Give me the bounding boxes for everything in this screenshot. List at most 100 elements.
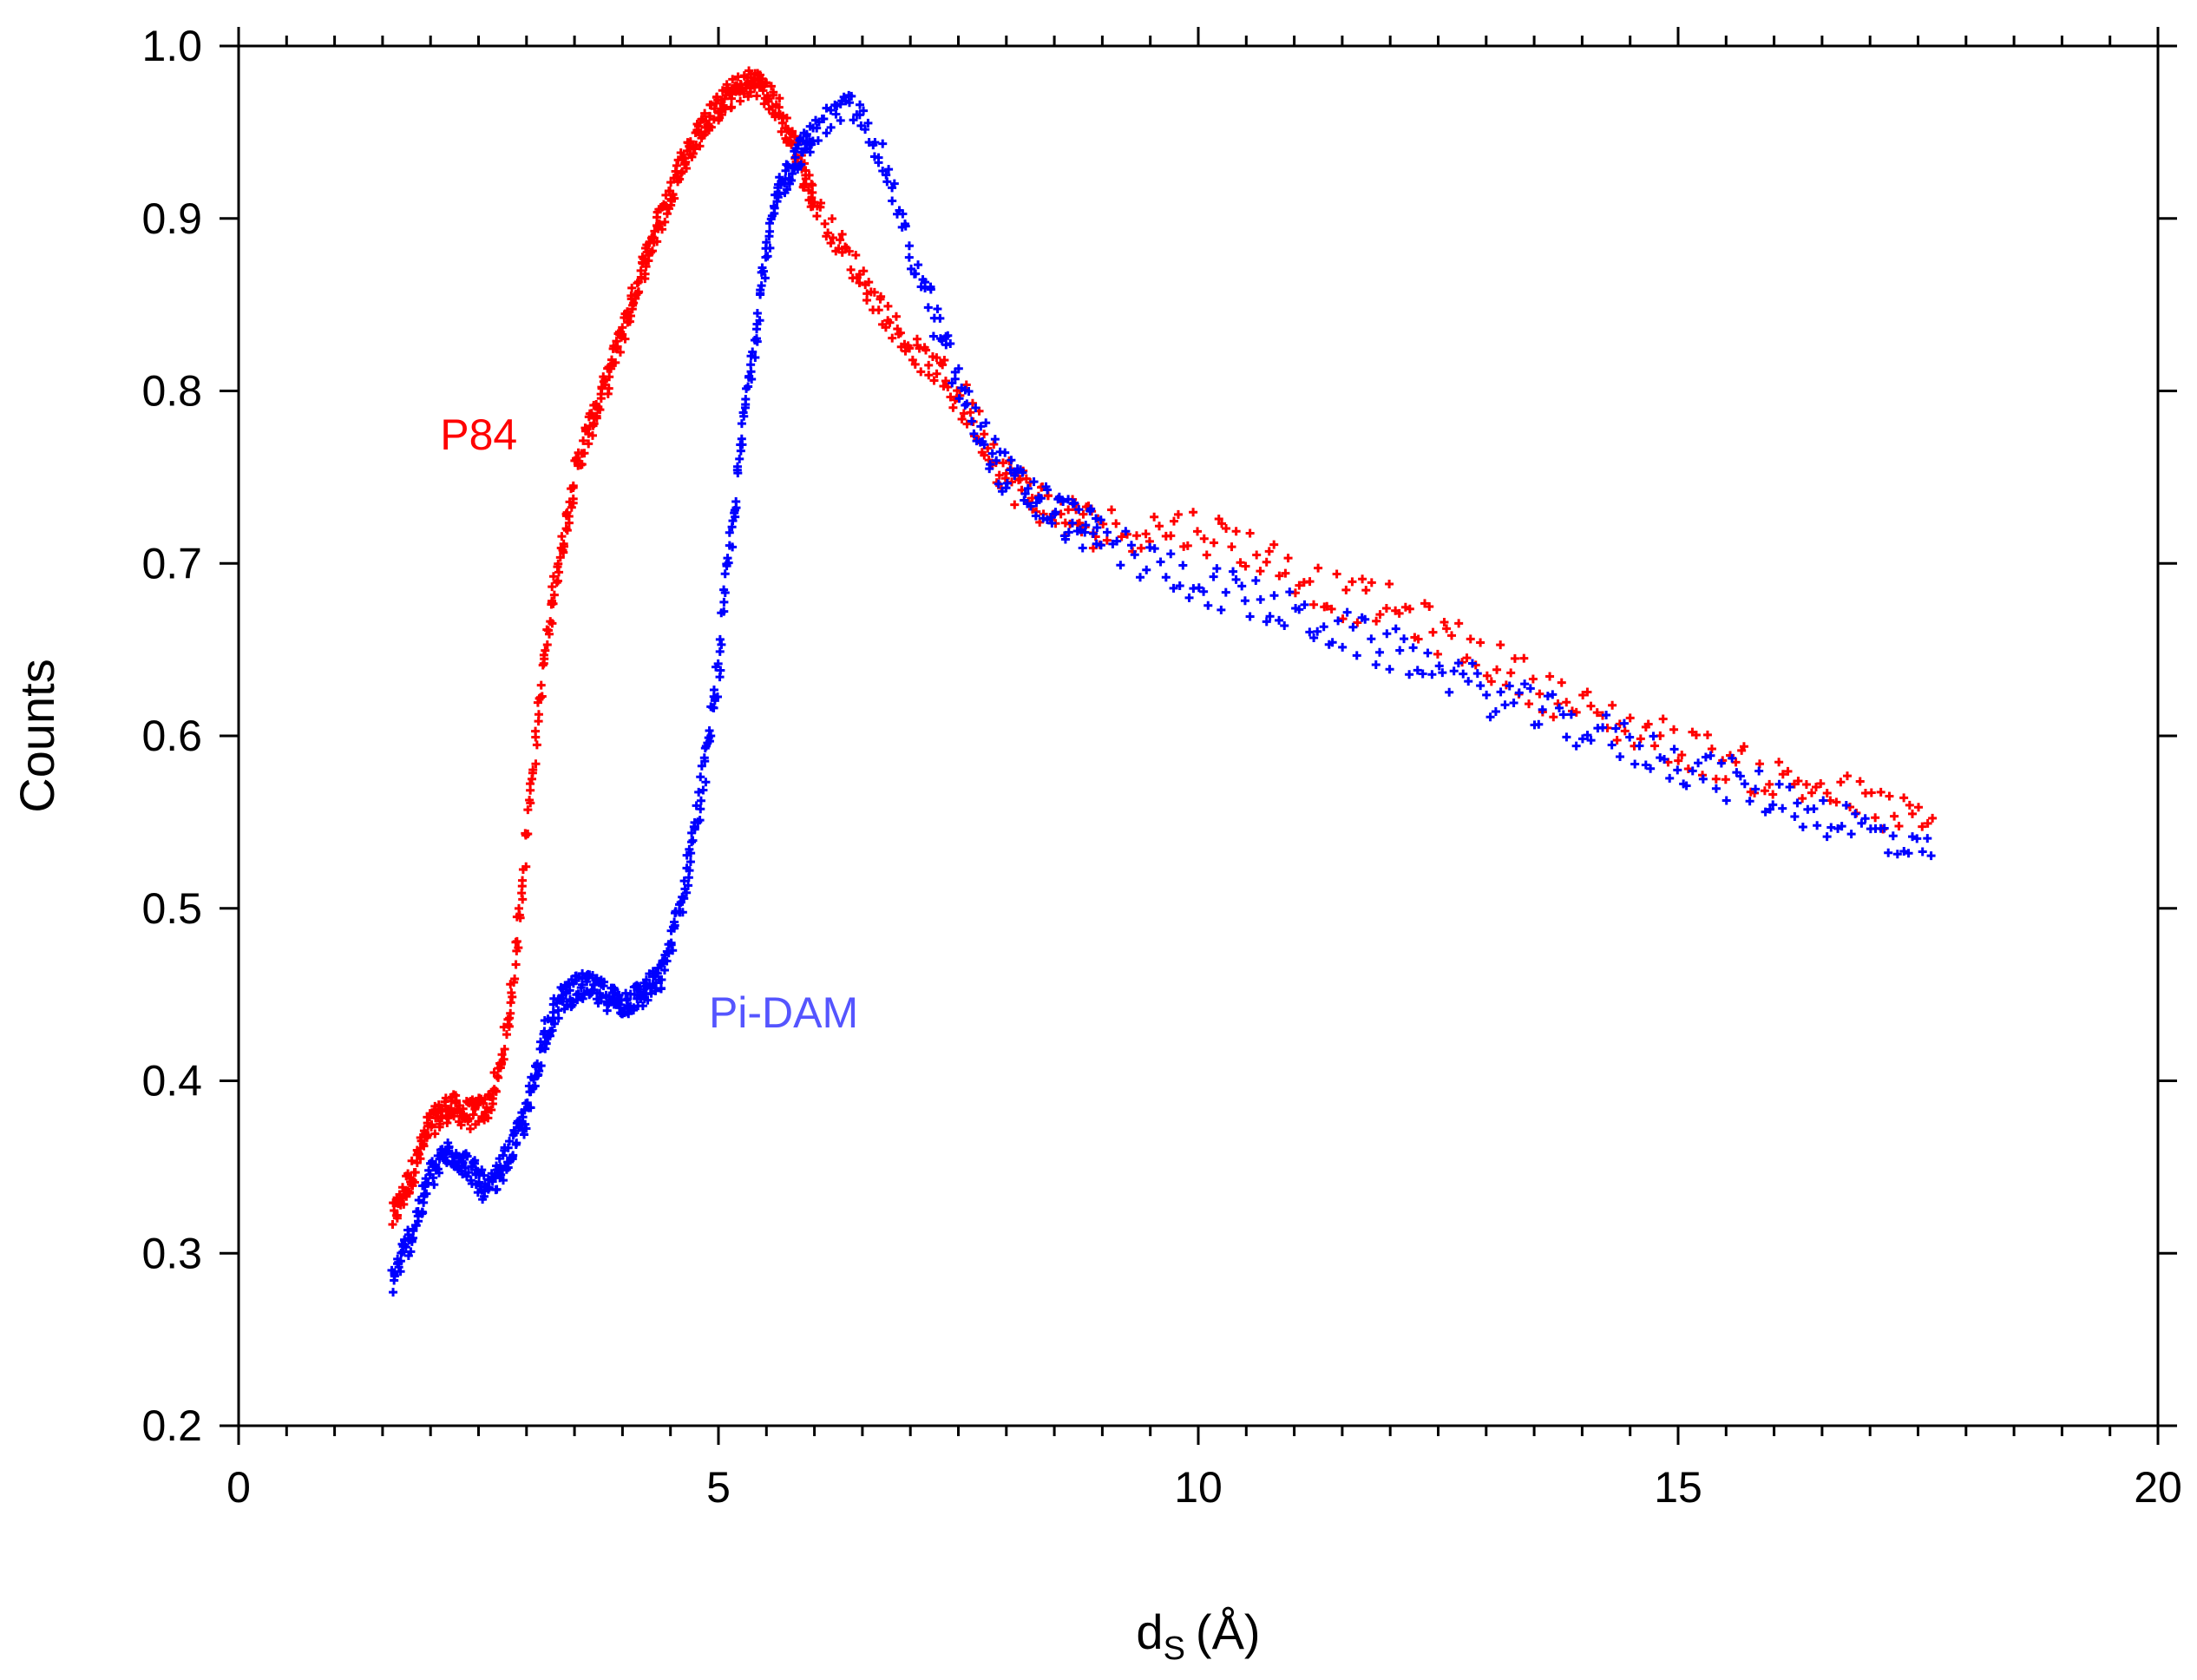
data-point xyxy=(511,1140,521,1150)
data-point xyxy=(1348,577,1357,587)
data-point xyxy=(948,403,958,412)
data-point xyxy=(515,910,524,920)
data-point xyxy=(1029,477,1039,487)
data-point xyxy=(1116,561,1125,570)
data-point xyxy=(1711,774,1721,784)
data-point xyxy=(462,1152,472,1161)
data-point xyxy=(1765,779,1774,789)
data-point xyxy=(629,1006,639,1015)
data-point xyxy=(1790,812,1800,822)
data-point xyxy=(864,278,874,287)
data-point xyxy=(1060,535,1070,544)
data-point xyxy=(1476,638,1485,647)
data-point xyxy=(1711,784,1721,793)
data-point xyxy=(1635,741,1644,751)
data-point xyxy=(1462,653,1472,663)
data-point xyxy=(1496,640,1505,650)
data-point xyxy=(713,659,723,668)
data-point xyxy=(628,300,638,310)
data-point xyxy=(1381,604,1391,614)
data-point xyxy=(1745,797,1754,806)
data-point xyxy=(1482,671,1492,680)
data-point xyxy=(1534,719,1544,729)
data-point xyxy=(611,358,620,367)
data-point xyxy=(1074,505,1084,515)
data-point xyxy=(1571,741,1581,751)
data-point xyxy=(701,778,711,787)
data-point xyxy=(1305,577,1315,587)
data-point xyxy=(1860,814,1870,824)
data-point xyxy=(1020,489,1030,498)
data-point xyxy=(889,179,899,188)
data-point xyxy=(1086,504,1096,514)
data-point xyxy=(1010,500,1020,509)
data-point xyxy=(554,1014,563,1023)
axes: 0 5 10 15 20 0.2 0.3 0.4 0.5 0.6 0.7 0.8 0.9 1.0 xyxy=(141,22,2181,1512)
data-point xyxy=(1688,766,1697,776)
data-point xyxy=(579,436,588,445)
data-point xyxy=(1175,581,1184,590)
data-point xyxy=(1203,600,1213,610)
data-point xyxy=(483,1113,493,1123)
data-point xyxy=(1327,604,1336,614)
data-point xyxy=(1928,813,1938,823)
data-point xyxy=(1102,535,1112,545)
data-point xyxy=(1616,751,1625,761)
data-point xyxy=(676,148,685,158)
data-point xyxy=(1183,541,1192,550)
data-point xyxy=(1819,796,1828,805)
data-point xyxy=(404,1187,414,1197)
data-point xyxy=(898,209,908,219)
data-point xyxy=(557,532,567,541)
y-tick-label: 0.2 xyxy=(141,1401,202,1450)
data-point xyxy=(1043,485,1053,495)
data-point xyxy=(885,318,895,327)
data-point xyxy=(1434,661,1444,671)
data-point xyxy=(738,440,747,450)
data-point xyxy=(1472,669,1482,679)
data-point xyxy=(946,339,955,349)
data-point xyxy=(706,731,716,740)
data-point xyxy=(1382,629,1392,639)
data-point xyxy=(449,1112,459,1121)
data-point xyxy=(924,371,934,380)
data-point xyxy=(514,943,523,953)
data-point xyxy=(694,787,704,797)
data-point xyxy=(1798,823,1807,832)
data-point xyxy=(506,1008,515,1018)
data-point xyxy=(497,1050,507,1060)
data-point xyxy=(1923,818,1932,828)
data-point xyxy=(554,576,563,586)
data-point xyxy=(1884,848,1893,857)
data-point xyxy=(543,626,553,635)
data-point xyxy=(790,132,799,141)
data-point xyxy=(1453,659,1463,668)
data-point xyxy=(407,1156,416,1165)
data-point xyxy=(820,219,830,228)
data-point xyxy=(1740,779,1749,789)
data-point xyxy=(1413,634,1423,644)
data-point xyxy=(1514,688,1524,698)
data-point xyxy=(444,1142,454,1152)
data-point xyxy=(1131,531,1141,541)
y-tick-label: 0.4 xyxy=(141,1057,202,1106)
data-point xyxy=(1535,689,1544,699)
data-point xyxy=(933,304,942,313)
data-point xyxy=(488,1177,497,1186)
data-point xyxy=(488,1099,497,1109)
data-point xyxy=(700,108,710,118)
data-point xyxy=(827,213,836,223)
data-point xyxy=(826,122,836,132)
data-point xyxy=(1669,745,1679,754)
data-point xyxy=(1625,713,1635,723)
data-point xyxy=(682,164,692,174)
data-point xyxy=(470,1156,480,1165)
data-point xyxy=(695,816,705,825)
data-point xyxy=(1283,554,1293,563)
data-point xyxy=(643,995,653,1005)
data-point xyxy=(1783,766,1793,776)
data-point xyxy=(980,430,989,439)
data-point xyxy=(727,102,737,112)
data-point xyxy=(1112,536,1122,546)
